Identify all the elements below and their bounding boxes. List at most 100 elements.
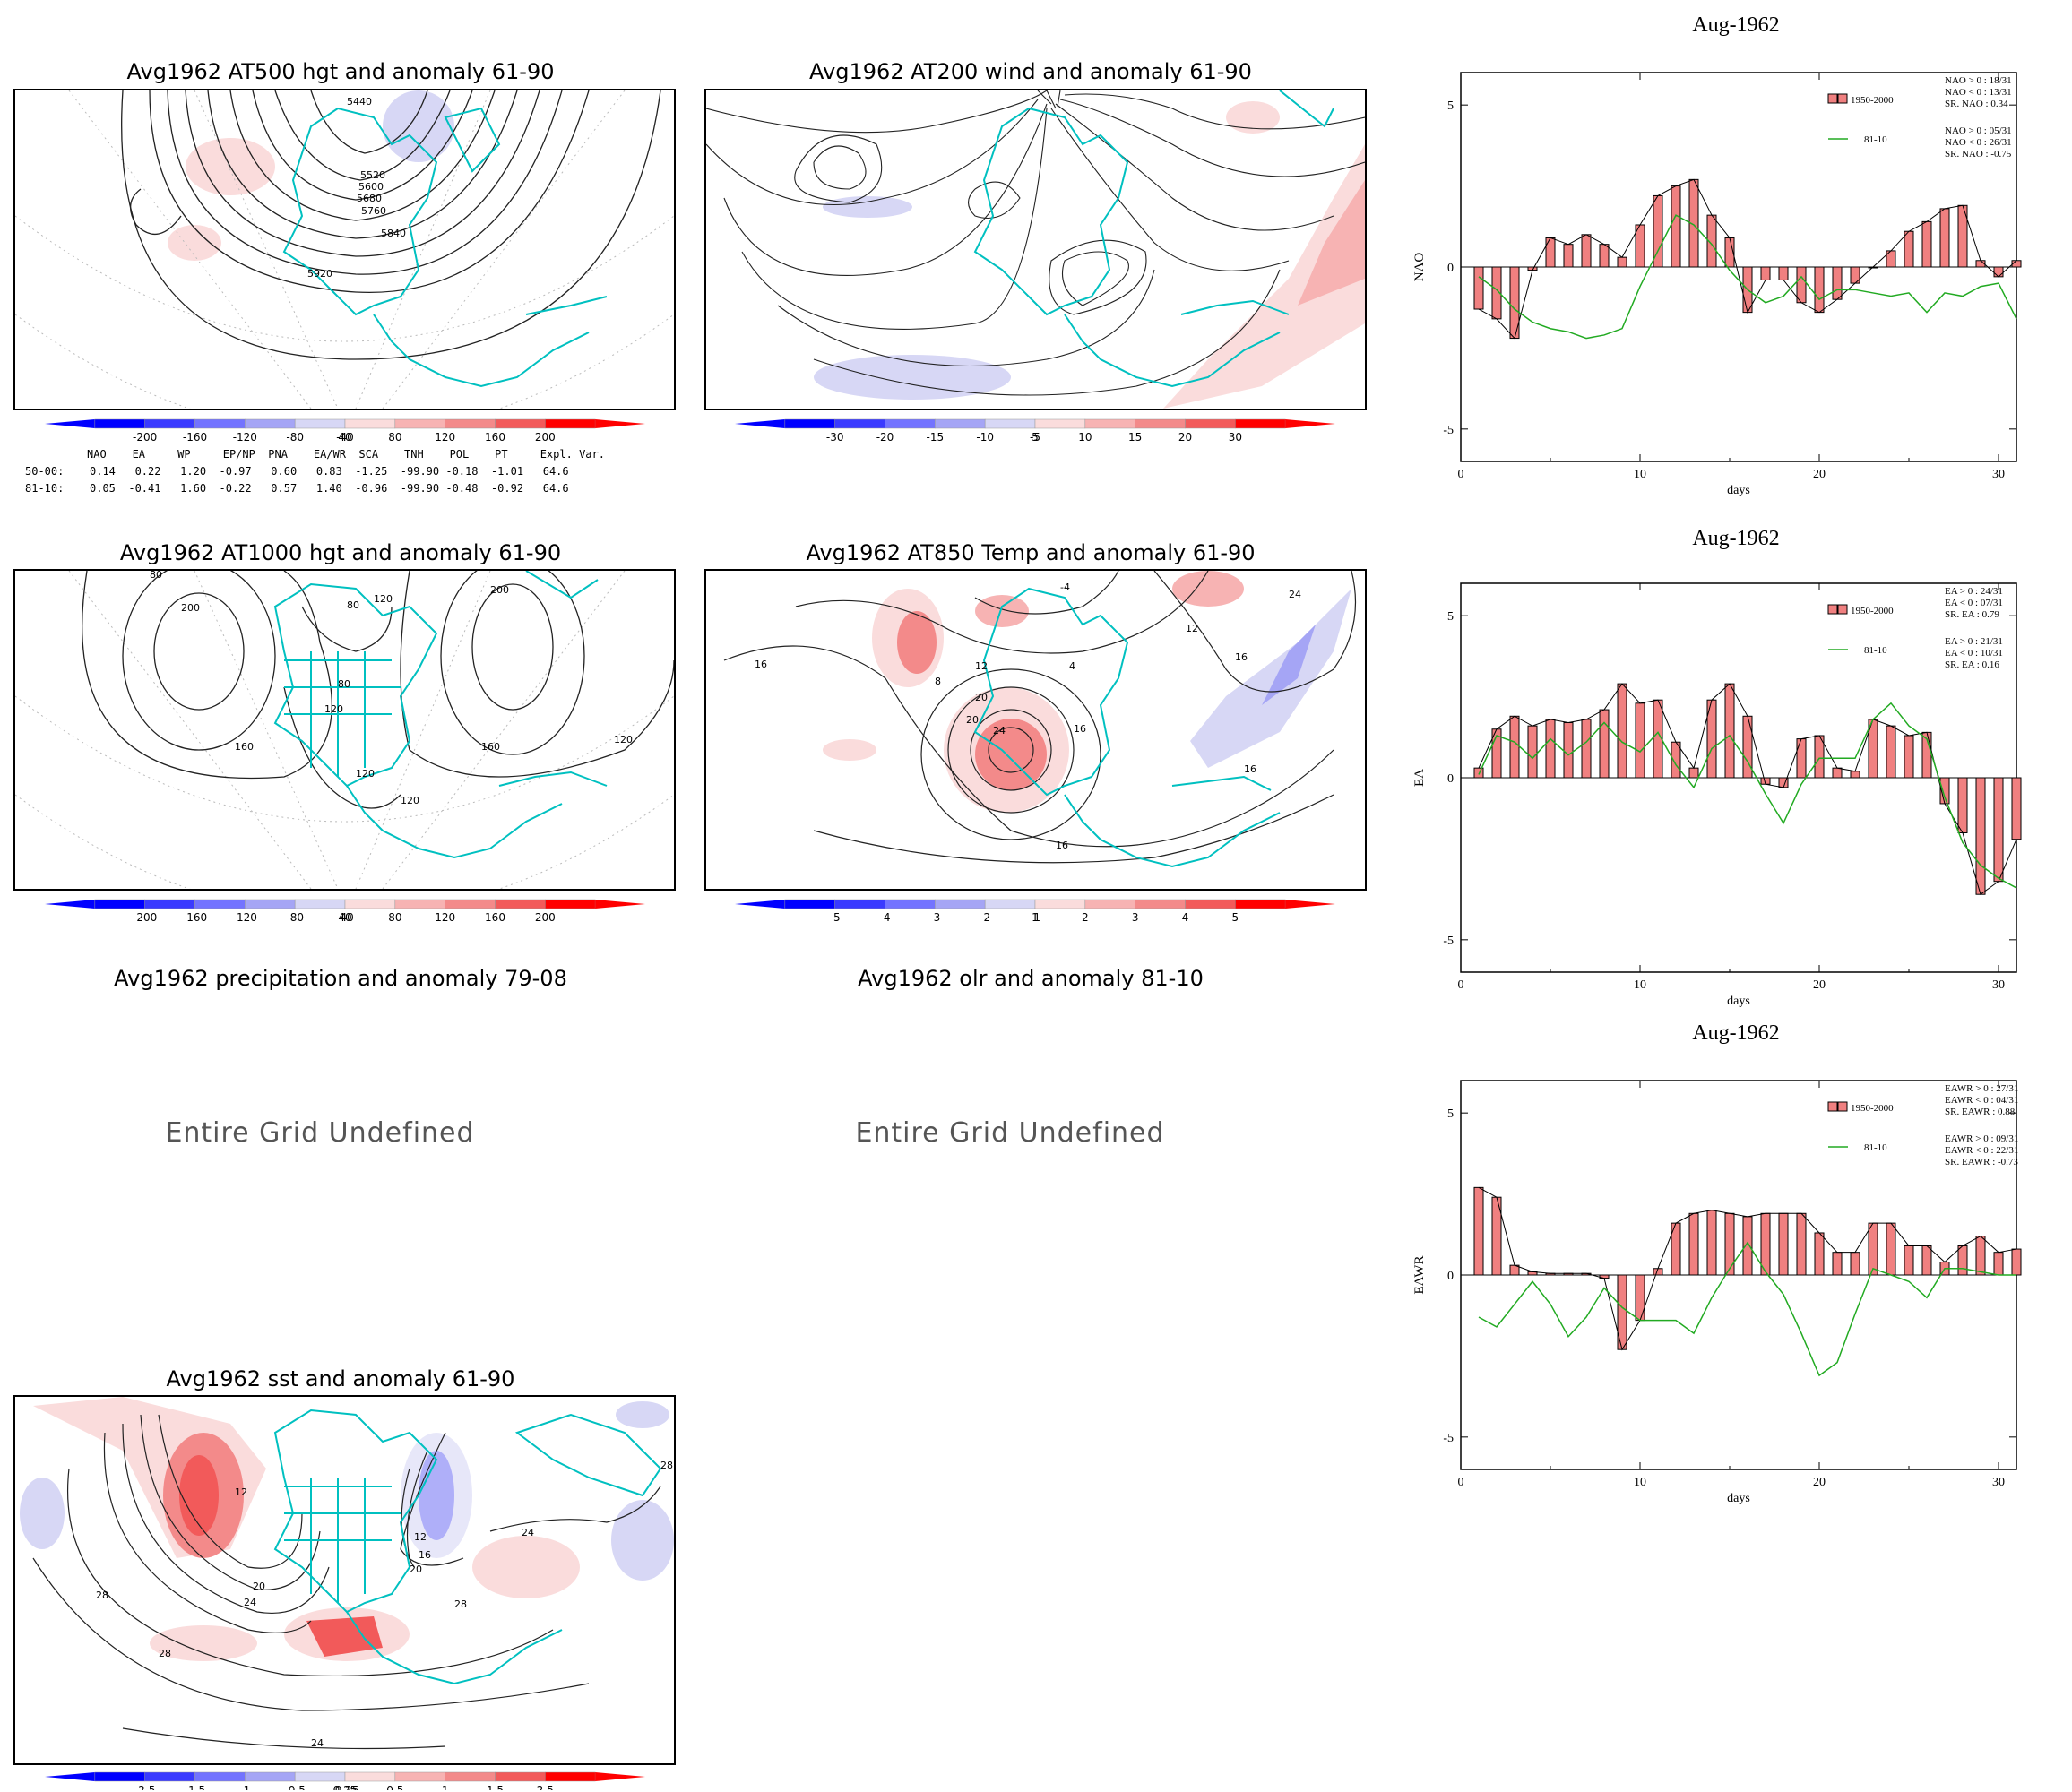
contour-label: 12 <box>975 660 988 672</box>
colorbar-segment <box>144 1771 195 1782</box>
legend-bar-swatch <box>1837 93 1848 104</box>
x-axis-label: days <box>1727 1492 1750 1505</box>
bar <box>1527 725 1538 779</box>
colorbar-segment <box>885 899 936 909</box>
olr-undefined-message: Entire Grid Undefined <box>855 1117 1165 1149</box>
colorbar-segment <box>294 418 346 429</box>
x-axis-label: days <box>1727 484 1750 497</box>
timeseries-nao: 0 10 20 30 5 0 -5 days NAO 1950-2000 81-10 NAO > 0 … <box>1412 72 2022 497</box>
chart-title-nao: Aug-1962 <box>1692 13 1780 37</box>
contour-label: 16 <box>1074 723 1086 735</box>
bar <box>1617 683 1627 779</box>
colorbar-segment <box>1084 418 1135 429</box>
colorbar-segment <box>94 418 145 429</box>
legend-bar-label: 1950-2000 <box>1851 1103 1894 1114</box>
colorbar-segment <box>1135 418 1186 429</box>
legend-line-label: 81-10 <box>1864 134 1887 145</box>
colorbar-label: 3 <box>1132 911 1139 924</box>
stats-line-text: SR. NAO : -0.75 <box>1945 149 2012 159</box>
contour-label: 28 <box>454 1598 467 1610</box>
colorbar-segment <box>344 418 396 429</box>
stats-bar-text: EA < 0 : 07/31 <box>1945 598 2003 608</box>
colorbar-label: -120 <box>233 911 257 924</box>
map-title-precip: Avg1962 precipitation and anomaly 79-08 <box>114 966 567 991</box>
bar <box>1850 1252 1860 1276</box>
bar <box>1473 767 1484 779</box>
bar-outline-line <box>1478 1186 2017 1351</box>
contour-label: 5920 <box>307 268 332 280</box>
line-series-81-10 <box>1478 702 2017 889</box>
contour-label: 80 <box>338 678 350 690</box>
contour-label: 160 <box>235 741 254 753</box>
bar <box>1778 266 1789 280</box>
bar <box>1545 237 1556 268</box>
contour-label: 24 <box>993 725 1006 737</box>
stats-bar-text: EAWR < 0 : 04/31 <box>1945 1095 2018 1106</box>
colorbar-segment <box>245 899 296 909</box>
y-axis-label: NAO <box>1412 253 1427 282</box>
colorbar-label: 20 <box>1178 431 1192 444</box>
contour-label: 28 <box>660 1460 673 1471</box>
contour-label: 20 <box>410 1564 422 1575</box>
stats-bar-text: NAO > 0 : 18/31 <box>1945 75 2012 86</box>
anomaly-shading <box>168 90 454 261</box>
bar <box>1635 1274 1645 1322</box>
colorbar-segment <box>545 1771 596 1782</box>
contour-label: 20 <box>966 714 979 726</box>
map-at1000-hgt: 80 120 80 200 200 160 160 120 120 120 80… <box>13 569 676 891</box>
x-tick-label: 0 <box>1458 468 1464 481</box>
colorbar-label: 1 <box>1032 911 1039 924</box>
stats-line-text: EAWR > 0 : 09/31 <box>1945 1133 2018 1144</box>
contour-label: 5440 <box>347 96 372 108</box>
bar <box>1975 1236 1986 1276</box>
contour-label: 28 <box>159 1648 171 1659</box>
contour-label: 120 <box>356 768 375 780</box>
bar <box>1993 777 2004 883</box>
colorbar-label: -2.5 <box>134 1784 155 1790</box>
bar <box>1957 1245 1968 1276</box>
colorbar-label: 200 <box>535 911 556 924</box>
bar <box>2011 1248 2022 1276</box>
map-title-at200: Avg1962 AT200 wind and anomaly 61-90 <box>809 59 1252 84</box>
x-tick-label: 0 <box>1458 1476 1464 1489</box>
x-tick-label: 20 <box>1813 978 1826 992</box>
colorbar-label: -40 <box>336 911 354 924</box>
colorbar-segment <box>1185 899 1236 909</box>
bar <box>1814 266 1825 314</box>
colorbar-segment <box>984 418 1036 429</box>
map-title-at500: Avg1962 AT500 hgt and anomaly 61-90 <box>126 59 555 84</box>
bar <box>2011 777 2022 840</box>
bar-outline-line <box>1478 683 2017 896</box>
timeseries-ea: 0 10 20 30 5 0 -5 days EA 1950-2000 81-10 EA > 0 : … <box>1412 582 2022 1008</box>
colorbar-label: 30 <box>1229 431 1242 444</box>
colorbar-label: -15 <box>927 431 945 444</box>
y-tick-label: 5 <box>1447 1107 1454 1121</box>
y-tick-label: 0 <box>1447 1270 1454 1283</box>
bar <box>1939 208 1950 268</box>
colorbar-label: -2 <box>980 911 990 924</box>
legend-bar-label: 1950-2000 <box>1851 606 1894 616</box>
chart-title-ea: Aug-1962 <box>1692 527 1780 550</box>
grid-lines <box>15 571 674 889</box>
stats-bar-text: EA > 0 : 24/31 <box>1945 586 2003 597</box>
contour-label: 20 <box>975 692 988 703</box>
contour-label: 24 <box>311 1737 324 1749</box>
colorbar-segment <box>245 418 296 429</box>
bar <box>1581 719 1592 779</box>
legend-bar-swatch <box>1827 1101 1838 1112</box>
colorbar-segment <box>545 418 596 429</box>
colorbar-label: 120 <box>435 431 455 444</box>
index-table-header: NAO EA WP EP/NP PNA EA/WR SCA TNH POL PT… <box>87 448 605 461</box>
colorbar-sst: -2.5 -1.5 -1 -0.5 -0.250.25 0.5 1 1.5 2.5 <box>45 1771 645 1790</box>
colorbar-label: 40 <box>338 911 351 924</box>
stats-bar-text: NAO < 0 : 13/31 <box>1945 87 2012 98</box>
line-series-81-10 <box>1478 214 2017 340</box>
colorbar-triangle-left <box>45 419 95 428</box>
map-title-olr: Avg1962 olr and anomaly 81-10 <box>858 966 1204 991</box>
y-tick-label: 5 <box>1447 610 1454 624</box>
colorbar-segment <box>294 1771 346 1782</box>
colorbar-segment <box>935 899 986 909</box>
colorbar-label: -10 <box>976 431 994 444</box>
x-tick-label: 10 <box>1634 468 1646 481</box>
bar <box>1993 1252 2004 1276</box>
